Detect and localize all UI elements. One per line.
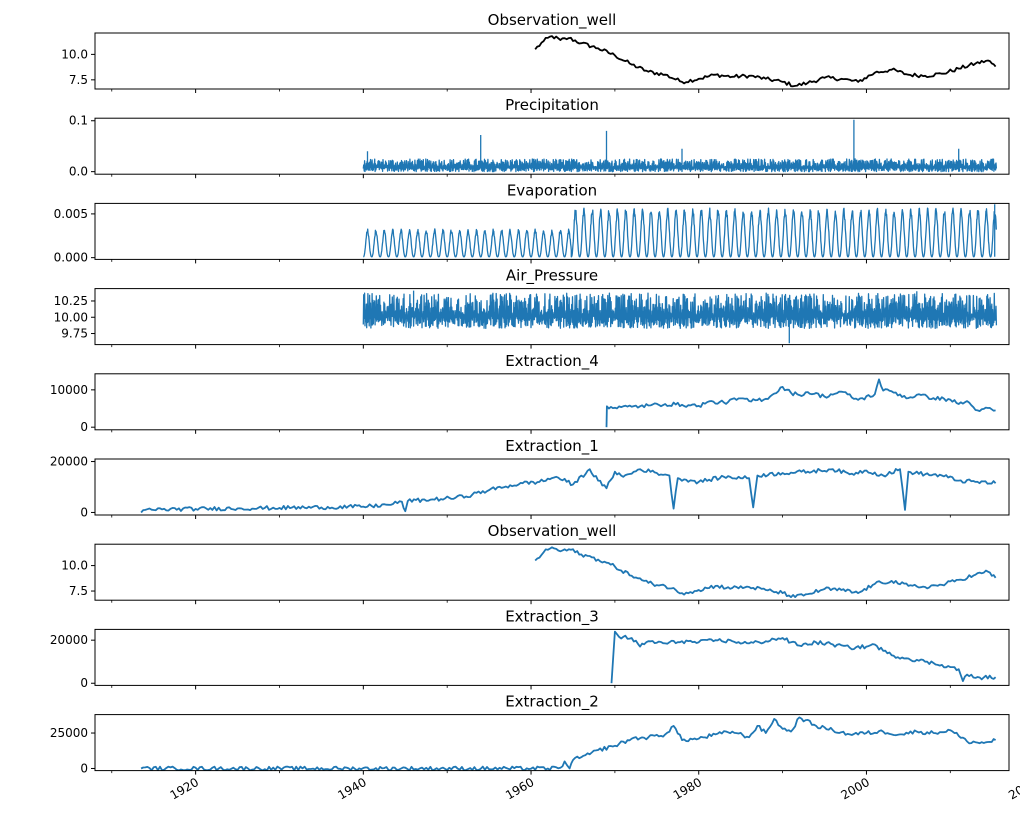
subplot-extraction-3-8: Extraction_3 0 20000 [50, 607, 1010, 690]
y-tick-label: 0 [80, 420, 88, 434]
subplot-title: Observation_well [488, 11, 617, 30]
y-tick-label: 9.75 [61, 327, 88, 341]
y-tick-label: 20000 [50, 633, 88, 647]
y-tick-label: 0.0 [69, 165, 88, 179]
subplot-panels: Observation_well7.510.0Precipitation0.00… [50, 11, 1010, 775]
subplot-title: Precipitation [505, 96, 599, 114]
series-group [140, 716, 997, 771]
series-group [362, 119, 998, 173]
subplot-evaporation-3: Evaporation 0.000 0.005 [54, 181, 1010, 265]
subplot-extraction-2-9: Extraction_2 0 25000 [50, 693, 1010, 775]
series-line-observation-well-1 [534, 35, 997, 88]
y-tick-label: 10.0 [61, 559, 88, 573]
y-tick-label: 0 [80, 505, 88, 519]
y-tick-label: 0 [80, 676, 88, 690]
subplot-title: Extraction_2 [505, 693, 599, 712]
subplot-observation-well-7: Observation_well 7.5 10.0 [61, 522, 1010, 605]
axes-frame [94, 32, 1010, 90]
series-group [534, 546, 997, 598]
series-group [610, 630, 997, 684]
axes-frame [94, 714, 1010, 772]
series-line-air-pressure-4 [362, 290, 998, 344]
y-tick-label: 25000 [50, 726, 88, 740]
subplot-title: Extraction_1 [505, 437, 599, 456]
subplot-title: Evaporation [507, 181, 597, 199]
series-line-extraction-3-8 [610, 630, 997, 684]
y-tick-label: 0.005 [54, 207, 88, 221]
axes-frame [94, 373, 1010, 431]
series-line-precipitation-2 [362, 119, 998, 173]
series-line-extraction-1-6 [140, 468, 997, 514]
series-group [605, 378, 996, 428]
y-tick-label: 10.0 [61, 47, 88, 61]
y-tick-label: 20000 [50, 455, 88, 469]
y-tick-label: 7.5 [69, 73, 88, 87]
y-tick-label: 7.5 [69, 584, 88, 598]
series-group [140, 468, 997, 514]
subplot-title: Air_Pressure [506, 267, 598, 286]
subplot-extraction-1-6: Extraction_1 0 20000 [50, 437, 1010, 519]
subplot-precipitation-2: Precipitation 0.0 0.1 [69, 96, 1010, 179]
subplot-extraction-4-5: Extraction_4 0 10000 [50, 352, 1010, 434]
subplot-title: Extraction_4 [505, 352, 599, 371]
y-tick-label: 10.25 [54, 294, 88, 308]
series-line-extraction-2-9 [140, 716, 997, 771]
y-tick-label: 0.000 [54, 251, 88, 265]
axes-frame [94, 202, 1010, 260]
series-group [534, 35, 997, 88]
series-line-extraction-4-5 [605, 378, 996, 428]
subplot-observation-well-1: Observation_well 7.5 10.0 [61, 11, 1010, 93]
subplot-title: Observation_well [488, 522, 617, 541]
series-group [362, 290, 998, 344]
subplot-title: Extraction_3 [505, 607, 599, 626]
axes-frame [94, 117, 1010, 175]
axes-frame [94, 628, 1010, 686]
series-group [363, 204, 997, 258]
y-tick-label: 0 [80, 761, 88, 775]
axes-frame [94, 288, 1010, 346]
series-line-evaporation-3 [363, 204, 997, 258]
axes-frame [94, 543, 1010, 601]
y-tick-label: 10000 [50, 383, 88, 397]
series-line-observation-well-7 [534, 546, 997, 598]
y-tick-label: 0.1 [69, 114, 88, 128]
axes-frame [94, 458, 1010, 516]
y-tick-label: 10.00 [54, 310, 88, 324]
subplot-air-pressure-4: Air_Pressure 9.75 10.00 10.25 [54, 267, 1010, 349]
